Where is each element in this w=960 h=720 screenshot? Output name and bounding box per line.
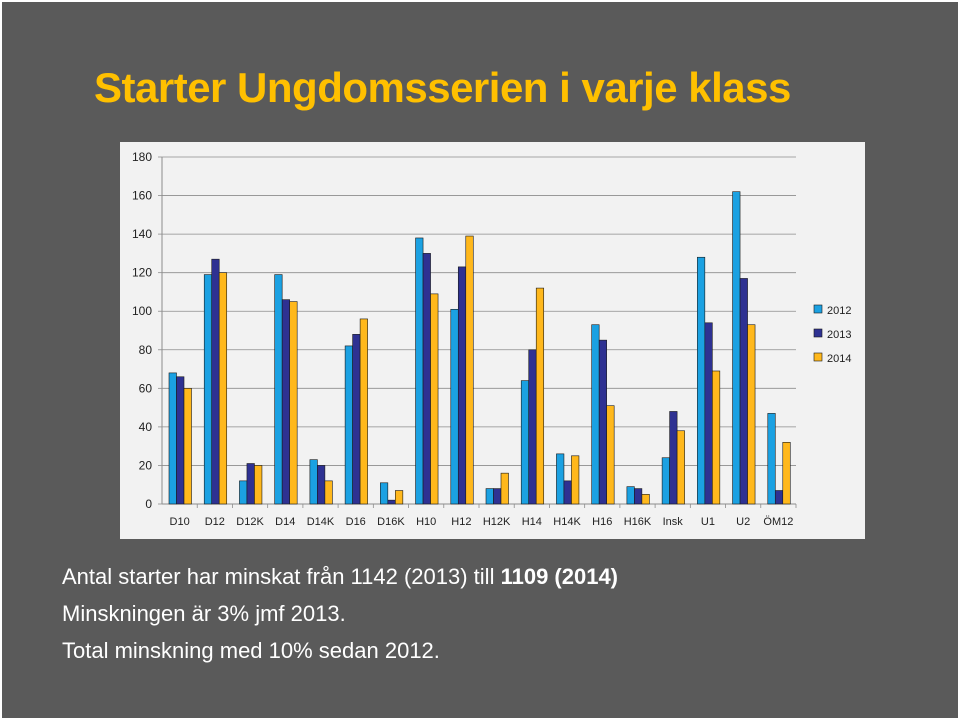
bar-2014-D16 xyxy=(359,318,368,505)
bar-2013-H12K xyxy=(493,488,502,505)
bar-2013-U2 xyxy=(739,278,748,505)
x-tick-label: H10 xyxy=(416,516,436,528)
y-tick-label: 80 xyxy=(139,343,153,357)
legend-swatch-2012 xyxy=(813,304,823,314)
bar-2013-H12 xyxy=(457,266,467,505)
summary-line-2: Minskningen är 3% jmf 2013. xyxy=(62,601,346,626)
bar-2012-Insk xyxy=(661,457,670,505)
bar-2013-D14 xyxy=(281,299,290,505)
x-tick-label: D16K xyxy=(377,516,405,528)
x-tick-label: U1 xyxy=(701,516,715,528)
bar-2014-H16K xyxy=(641,494,650,505)
bar-2013-U1 xyxy=(704,322,713,505)
bar-2014-H14 xyxy=(535,287,545,505)
bar-2012-D14K xyxy=(309,459,318,505)
summary-line-3: Total minskning med 10% sedan 2012. xyxy=(62,638,440,663)
x-tick-label: H16 xyxy=(592,516,612,528)
bar-2012-H12K xyxy=(485,488,494,505)
bar-2012-D14 xyxy=(274,274,283,505)
y-tick-label: 0 xyxy=(145,497,152,511)
bar-2014-D12K xyxy=(254,465,263,505)
x-tick-label: Insk xyxy=(663,516,684,528)
bar-2013-H14K xyxy=(563,480,572,505)
bar-2014-H14K xyxy=(571,455,580,505)
bar-2012-H14K xyxy=(556,453,565,505)
y-tick-label: 140 xyxy=(132,227,152,241)
bar-2013-Insk xyxy=(669,411,678,505)
bar-2012-H16 xyxy=(591,324,600,505)
bar-2012-ÖM12 xyxy=(767,413,776,505)
summary-text: Antal starter har minskat från 1142 (201… xyxy=(62,562,618,673)
bar-2014-D10 xyxy=(183,388,192,505)
bar-2014-D14 xyxy=(289,301,298,505)
bar-2012-U2 xyxy=(732,191,741,505)
bar-2014-H12 xyxy=(465,235,474,505)
y-tick-label: 20 xyxy=(139,458,153,472)
bar-2012-D10 xyxy=(168,372,177,505)
x-tick-label: H12K xyxy=(483,516,511,528)
x-tick-label: ÖM12 xyxy=(763,516,793,528)
legend-label-2013: 2013 xyxy=(827,329,851,341)
bar-2014-U2 xyxy=(747,324,756,505)
bar-2013-D12K xyxy=(246,463,255,505)
bar-2013-D16K xyxy=(387,499,396,505)
bar-2012-H14 xyxy=(520,380,530,505)
chart-svg: 0 20 40 60 80 100 120 140 160 180 D10 D12 D12K D14 D14… xyxy=(132,150,852,528)
x-tick-label: D16 xyxy=(346,516,366,528)
bar-2013-H10 xyxy=(422,253,431,505)
summary-line-1: Antal starter har minskat från 1142 (201… xyxy=(62,562,618,599)
y-tick-label: 180 xyxy=(132,150,152,164)
legend-swatch-2013 xyxy=(813,328,823,338)
bar-2012-H10 xyxy=(415,237,424,505)
x-tick-label: D14 xyxy=(275,516,295,528)
y-tick-label: 40 xyxy=(139,420,153,434)
x-tick-label: H12 xyxy=(451,516,471,528)
bar-2014-U1 xyxy=(712,370,721,505)
bar-2012-U1 xyxy=(697,256,706,505)
x-tick-label: D12 xyxy=(205,516,225,528)
bar-2013-ÖM12 xyxy=(774,490,784,505)
legend-swatch-2014 xyxy=(813,352,823,362)
slide-title: Starter Ungdomsserien i varje klass xyxy=(94,64,791,111)
bar-2012-D16 xyxy=(344,345,353,505)
x-tick-label: U2 xyxy=(736,516,750,528)
summary-line-1-bold: 1109 (2014) xyxy=(500,564,619,589)
y-tick-label: 120 xyxy=(132,266,152,280)
x-tick-label: H16K xyxy=(624,516,652,528)
bar-2013-H14 xyxy=(528,349,537,505)
bar-2013-H16 xyxy=(598,339,607,505)
x-tick-label: D12K xyxy=(236,516,264,528)
bar-2014-D16K xyxy=(395,490,404,505)
legend-label-2012: 2012 xyxy=(827,305,851,317)
y-tick-label: 160 xyxy=(132,189,152,203)
legend-label-2014: 2014 xyxy=(827,353,851,365)
bar-2012-D12 xyxy=(203,274,213,505)
y-tick-label: 60 xyxy=(139,381,153,395)
bar-chart: 0 20 40 60 80 100 120 140 160 180 D10 D12 D12K D14 D14… xyxy=(120,142,865,539)
bar-2012-H16K xyxy=(626,486,635,505)
bar-2013-D14K xyxy=(317,465,326,505)
bar-2012-D12K xyxy=(239,480,248,505)
bar-2014-H16 xyxy=(606,405,615,505)
bar-2012-D16K xyxy=(380,482,389,505)
x-tick-label: H14K xyxy=(553,516,581,528)
bar-2013-D12 xyxy=(211,258,220,505)
bar-2014-H12K xyxy=(500,472,509,505)
bar-2013-D16 xyxy=(352,334,361,505)
x-tick-label: D14K xyxy=(307,516,335,528)
y-tick-label: 100 xyxy=(132,304,152,318)
bar-2013-D10 xyxy=(176,376,185,505)
bar-2014-D14K xyxy=(324,480,333,505)
bar-2014-Insk xyxy=(676,430,685,505)
bar-2013-H16K xyxy=(634,488,643,505)
x-tick-label: D10 xyxy=(170,516,190,528)
bar-2012-H12 xyxy=(450,308,459,505)
summary-line-1-text: Antal starter har minskat från 1142 (201… xyxy=(62,564,501,589)
x-tick-label: H14 xyxy=(522,516,542,528)
bar-2014-H10 xyxy=(430,293,439,505)
bar-2014-D12 xyxy=(218,272,228,505)
bar-2014-ÖM12 xyxy=(782,442,791,505)
